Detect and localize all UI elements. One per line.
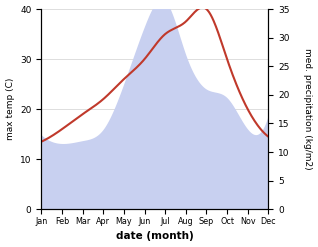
Y-axis label: med. precipitation (kg/m2): med. precipitation (kg/m2): [303, 48, 313, 170]
X-axis label: date (month): date (month): [116, 231, 194, 242]
Y-axis label: max temp (C): max temp (C): [5, 78, 15, 140]
